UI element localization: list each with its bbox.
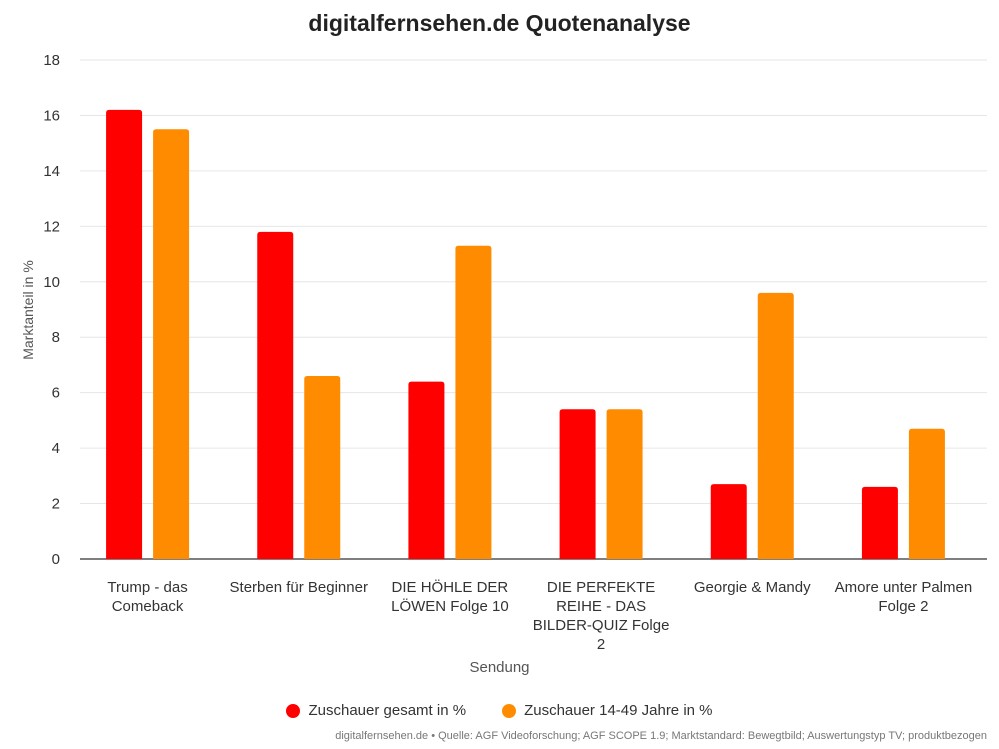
source-note: digitalfernsehen.de • Quelle: AGF Videof… <box>335 730 987 742</box>
y-axis-label: Marktanteil in % <box>20 260 36 360</box>
bar-series-2-cat-2[interactable] <box>304 376 341 559</box>
y-tick-label: 18 <box>43 52 60 69</box>
x-tick-label: Amore unter Palmen Folge 2 <box>834 579 973 615</box>
bar-series-1-cat-2[interactable] <box>257 231 294 559</box>
y-tick-label: 2 <box>52 496 60 513</box>
legend: Zuschauer gesamt in % Zuschauer 14-49 Ja… <box>0 702 999 719</box>
y-tick-label: 14 <box>43 163 60 180</box>
y-tick-label: 16 <box>43 107 60 124</box>
bar-series-1-cat-3[interactable] <box>408 381 445 559</box>
y-tick-label: 10 <box>43 274 60 291</box>
bar-series-1-cat-1[interactable] <box>106 109 143 560</box>
y-tick-label: 12 <box>43 218 60 235</box>
y-tick-label: 0 <box>52 551 60 568</box>
x-tick-label: Georgie & Mandy <box>693 579 811 596</box>
legend-label-series-1: Zuschauer gesamt in % <box>308 702 467 719</box>
bar-series-2-cat-5[interactable] <box>757 292 794 559</box>
bar-series-2-cat-4[interactable] <box>606 409 643 559</box>
x-tick-label: DIE PERFEKTE REIHE - DAS BILDER-QUIZ Fol… <box>532 579 670 653</box>
bar-series-2-cat-3[interactable] <box>455 245 492 559</box>
x-tick-label: Trump - das Comeback <box>107 579 188 615</box>
bar-series-2-cat-1[interactable] <box>153 129 190 560</box>
chart-title: digitalfernsehen.de Quotenanalyse <box>308 10 691 36</box>
legend-swatch-series-1 <box>286 703 301 718</box>
y-tick-label: 6 <box>52 385 60 402</box>
x-axis-label: Sendung <box>469 659 530 676</box>
legend-label-series-2: Zuschauer 14-49 Jahre in % <box>524 702 713 719</box>
x-tick-label: DIE HÖHLE DER LÖWEN Folge 10 <box>391 579 509 615</box>
y-tick-label: 8 <box>52 329 60 346</box>
bar-series-1-cat-6[interactable] <box>861 486 898 559</box>
legend-item-series-2[interactable]: Zuschauer 14-49 Jahre in % <box>502 702 713 719</box>
legend-swatch-series-2 <box>502 703 517 718</box>
bar-series-1-cat-5[interactable] <box>710 484 747 559</box>
bar-series-2-cat-6[interactable] <box>908 428 945 559</box>
legend-item-series-1[interactable]: Zuschauer gesamt in % <box>286 702 466 719</box>
y-tick-label: 4 <box>52 440 60 457</box>
x-tick-label: Sterben für Beginner <box>229 579 368 596</box>
bar-series-1-cat-4[interactable] <box>559 409 596 559</box>
